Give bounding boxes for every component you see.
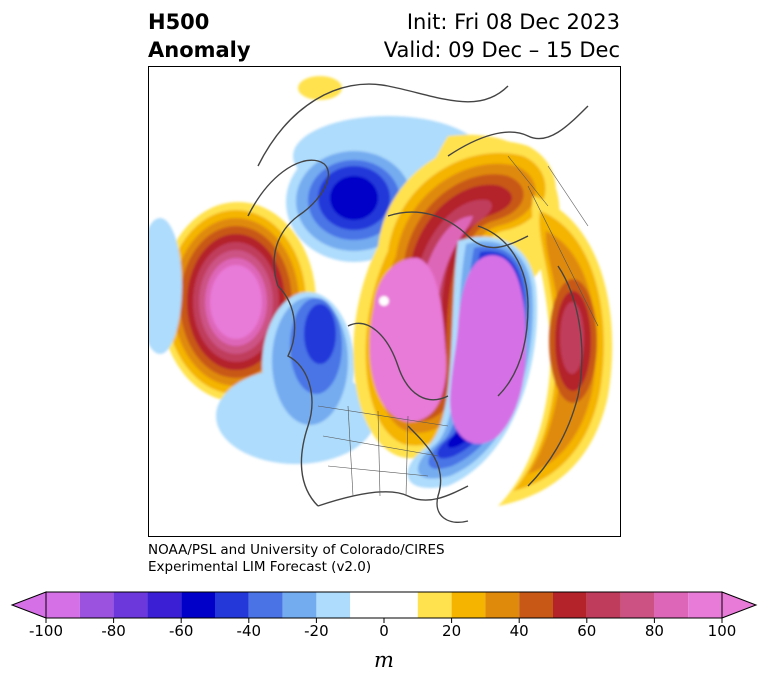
colorbar-bin [147,592,182,618]
west-coast-trough [216,292,376,464]
colorbar-bin [553,592,587,618]
colorbar-tick-label: -80 [101,622,126,636]
valid-range: Valid: 09 Dec – 15 Dec [383,38,620,62]
colorbar-tick-label: 100 [708,622,737,636]
colorbar-bin [586,592,621,618]
colorbar-bin [485,592,520,618]
colorbar-bin [654,592,689,618]
colorbar-tick-label: 0 [379,622,389,636]
colorbar-bin [181,592,215,618]
map-frame [148,66,621,537]
colorbar-bin [519,592,553,618]
colorbar-bins [10,591,758,619]
map-title-left: H500 Anomaly [148,8,251,64]
greenland-positive [298,76,342,100]
map-title-right: Init: Fri 08 Dec 2023 Valid: 09 Dec – 15… [384,8,620,64]
colorbar-bin [248,592,283,618]
eurasia-trough-anomaly [407,236,538,488]
colorbar-bin [113,592,148,618]
colorbar-extend-high [721,591,758,619]
title-variable: H500 [148,10,210,34]
colorbar-tick-label: -20 [304,622,329,636]
colorbar-bin [46,592,80,618]
colorbar-tick-label: -60 [169,622,194,636]
colorbar-tick-label: -100 [29,622,63,636]
colorbar-bin [79,592,114,618]
init-date: Init: Fri 08 Dec 2023 [406,10,620,34]
colorbar-unit: m [374,648,394,672]
colorbar-tick-label: 40 [510,622,529,636]
credits: NOAA/PSL and University of Colorado/CIRE… [148,542,445,576]
pole-marker [379,296,389,306]
credits-org: NOAA/PSL and University of Colorado/CIRE… [148,542,445,558]
colorbar-extend-low [10,591,47,619]
colorbar-bin [350,592,418,618]
anomaly-map [148,66,621,537]
coastlines [247,83,589,523]
colorbar-bin [282,592,317,618]
colorbar-bin [620,592,655,618]
colorbar-bin [417,592,452,618]
colorbar-bin [688,592,722,618]
colorbar-bin [215,592,249,618]
colorbar-tick-label: 60 [577,622,596,636]
colorbar-tick-label: 20 [442,622,461,636]
title-field: Anomaly [148,38,251,62]
credits-product: Experimental LIM Forecast (v2.0) [148,559,372,575]
pacific-weak-trough [148,218,182,354]
colorbar-ticks: -100 -80 -60 -40 -20 0 20 40 60 80 100 [29,618,736,636]
colorbar-bin [316,592,351,618]
colorbar: -100 -80 -60 -40 -20 0 20 40 60 80 100 [10,591,758,636]
colorbar-tick-label: -40 [237,622,262,636]
asia-ridge-anomaly [498,196,613,506]
colorbar-bin [451,592,486,618]
political-boundaries [317,155,599,497]
colorbar-tick-label: 80 [645,622,664,636]
